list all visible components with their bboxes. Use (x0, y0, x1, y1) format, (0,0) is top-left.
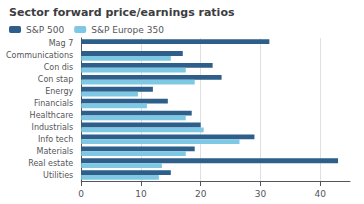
svg-text:Real estate: Real estate (28, 159, 73, 168)
svg-text:Materials: Materials (37, 147, 74, 156)
svg-text:20: 20 (195, 189, 207, 199)
svg-text:Utilities: Utilities (43, 171, 73, 180)
svg-text:Financials: Financials (34, 99, 73, 108)
svg-text:Info tech: Info tech (38, 135, 73, 144)
svg-text:Energy: Energy (45, 87, 73, 96)
svg-text:Sector forward price/earnings: Sector forward price/earnings ratios (9, 6, 235, 19)
svg-text:40: 40 (314, 189, 326, 199)
svg-text:30: 30 (255, 189, 267, 199)
svg-text:Con stap: Con stap (38, 75, 73, 84)
svg-text:0: 0 (78, 189, 84, 199)
svg-text:10: 10 (135, 189, 147, 199)
svg-text:Healthcare: Healthcare (30, 111, 74, 120)
svg-text:S&P Europe 350: S&P Europe 350 (91, 25, 164, 35)
svg-text:Communications: Communications (6, 51, 73, 60)
svg-text:Mag 7: Mag 7 (49, 39, 74, 48)
svg-text:Industrials: Industrials (32, 123, 74, 132)
svg-text:Con dis: Con dis (44, 63, 74, 72)
svg-text:S&P 500: S&P 500 (26, 25, 64, 35)
